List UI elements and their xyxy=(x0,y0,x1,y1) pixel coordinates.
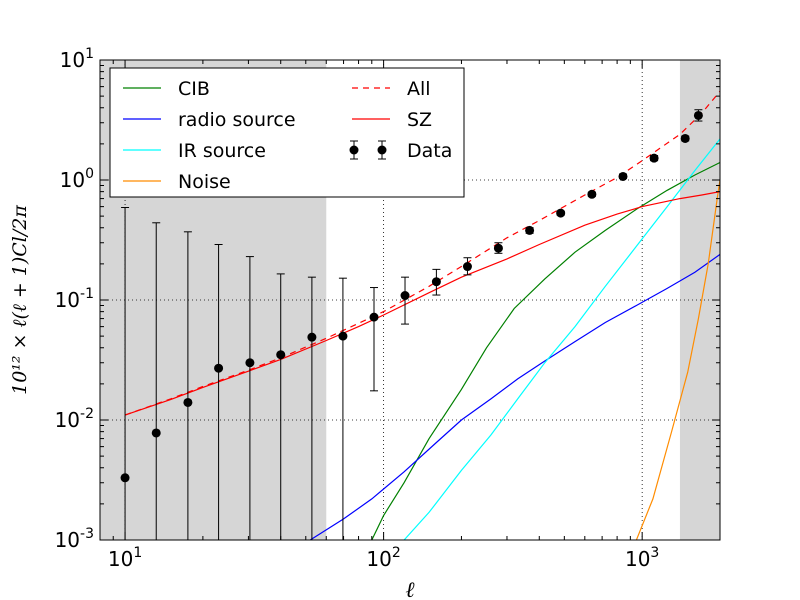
series-line-all xyxy=(124,90,720,416)
y-tick-label: 10-2 xyxy=(55,406,94,432)
data-point xyxy=(400,291,410,301)
legend-label-all: All xyxy=(407,78,431,100)
legend-swatch-data-point xyxy=(349,145,359,155)
series-line-noise xyxy=(635,179,720,540)
legend-box xyxy=(109,67,465,198)
x-axis-label: ℓ xyxy=(405,578,415,600)
series-line-radio-source xyxy=(309,253,720,540)
y-tick-label: 10-3 xyxy=(55,526,94,552)
series-line-sz xyxy=(124,191,720,416)
data-point xyxy=(525,225,535,235)
legend-label-cib: CIB xyxy=(178,78,210,100)
data-point xyxy=(276,350,286,360)
legend-label-data: Data xyxy=(407,140,452,162)
data-point xyxy=(369,312,379,322)
data-point xyxy=(493,243,503,253)
legend-label-ir-source: IR source xyxy=(178,140,266,162)
x-tick-label: 102 xyxy=(366,545,400,571)
data-point xyxy=(556,208,566,218)
series-line-cib xyxy=(371,161,720,540)
y-tick-label: 10-1 xyxy=(55,286,94,312)
data-point xyxy=(649,153,659,163)
y-tick-label: 100 xyxy=(60,166,94,192)
data-point xyxy=(431,277,441,287)
data-point xyxy=(245,358,255,368)
x-tick-label: 101 xyxy=(108,545,142,571)
data-point xyxy=(338,331,348,341)
y-axis-label: 10¹² × ℓ(ℓ + 1)Cl/2π xyxy=(9,205,31,395)
data-point xyxy=(680,133,690,143)
data-point xyxy=(462,262,472,272)
legend-label-sz: SZ xyxy=(407,109,432,131)
data-point xyxy=(618,171,628,181)
data-point xyxy=(183,397,193,407)
data-point xyxy=(214,363,224,373)
data-point xyxy=(693,110,703,120)
data-point xyxy=(307,332,317,342)
y-tick-label: 101 xyxy=(60,46,94,72)
legend-label-noise: Noise xyxy=(178,171,231,193)
legend: CIB radio source IR source Noise All SZ Data xyxy=(109,67,465,198)
x-tick-label: 103 xyxy=(625,545,659,571)
legend-label-radio-source: radio source xyxy=(178,109,296,131)
legend-swatch-data-point xyxy=(377,145,387,155)
data-point xyxy=(151,428,161,438)
data-point xyxy=(120,473,130,483)
data-point xyxy=(587,189,597,199)
